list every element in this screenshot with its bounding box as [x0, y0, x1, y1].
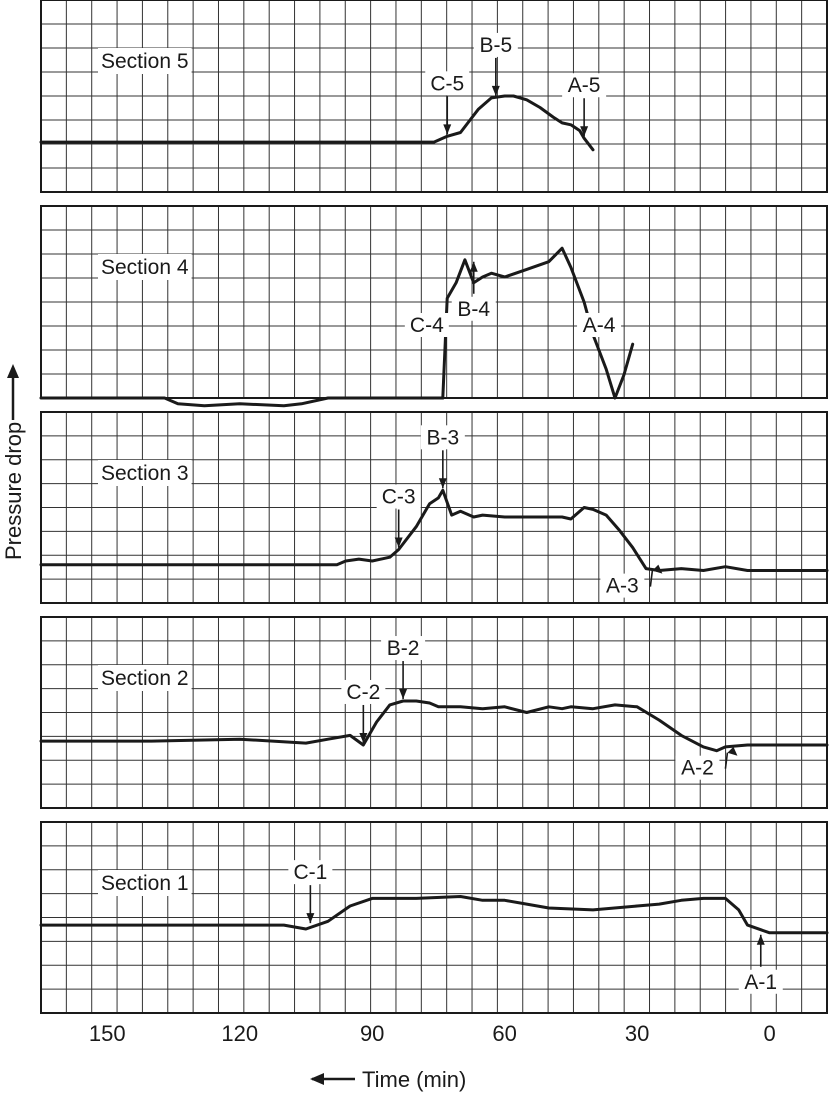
y-axis-title-group: Pressure drop — [1, 364, 26, 560]
annotation-arrowhead-icon — [727, 746, 738, 756]
annotation-label: C-5 — [430, 72, 464, 95]
annotation-label: A-1 — [744, 971, 777, 994]
annotation-label: B-3 — [426, 426, 459, 449]
annotation-label-bg — [600, 573, 645, 598]
annotation-label-bg — [473, 32, 518, 57]
annotation-arrowhead-icon — [443, 124, 452, 135]
annotation-label-bg — [675, 755, 720, 780]
panel-title-bg — [98, 870, 192, 896]
annotation-arrow-shaft — [649, 570, 654, 587]
x-tick-labels: 150 120 90 60 30 0 — [89, 1021, 776, 1046]
annotation-label: C-4 — [410, 314, 444, 337]
annotation-arrowhead-icon — [580, 126, 589, 137]
annotation-arrowhead-icon — [306, 913, 315, 924]
annotation-b-4: B-4 — [451, 261, 496, 321]
panel-title-section-2: Section 4 — [101, 256, 189, 279]
panel-frame-section-3 — [40, 411, 828, 604]
annotation-a-5: A-5 — [562, 73, 607, 137]
annotation-label: C-1 — [293, 861, 327, 884]
annotation-arrow-shaft — [724, 752, 729, 769]
annotation-label-bg — [451, 296, 496, 321]
annotation-label: A-3 — [606, 575, 639, 598]
annotation-a-1: A-1 — [738, 934, 783, 994]
annotation-label: A-4 — [583, 314, 616, 337]
annotation-a-2: A-2 — [675, 746, 738, 780]
annotation-arrowhead-icon — [491, 85, 500, 96]
annotation-c-5: C-5 — [425, 71, 470, 135]
annotation-b-5: B-5 — [473, 32, 518, 96]
annotation-label-bg — [376, 484, 421, 509]
series-line-section-1 — [39, 94, 595, 152]
annotation-label: B-2 — [387, 637, 420, 660]
annotation-arrowhead-icon — [399, 689, 408, 700]
annotation-c-2: C-2 — [341, 679, 386, 743]
annotation-arrowhead-icon — [394, 537, 403, 548]
up-arrow-icon — [7, 364, 19, 378]
annotation-label: A-5 — [568, 74, 601, 97]
annotation-label-bg — [404, 313, 449, 337]
annotation-arrowhead-icon — [359, 732, 368, 743]
annotation-label-bg — [425, 71, 470, 96]
annotation-label-bg — [562, 73, 607, 98]
panel-title-bg — [98, 254, 192, 280]
panel-frame-section-1 — [40, 0, 828, 193]
panel-titles: Section 5 Section 4 Section 3 Section 2 Sect… — [98, 48, 192, 896]
annotation-a-3: A-3 — [600, 564, 663, 598]
grid-layer — [41, 0, 827, 1013]
x-tick-label: 90 — [360, 1021, 384, 1046]
panel-frames — [40, 0, 828, 1014]
y-axis-label: Pressure drop — [1, 422, 26, 560]
annotation-label: A-2 — [681, 757, 714, 780]
annotation-label-bg — [288, 860, 333, 885]
x-tick-label: 30 — [625, 1021, 649, 1046]
x-axis-title-group: Time (min) — [310, 1067, 466, 1092]
panel-title-section-3: Section 3 — [101, 462, 189, 485]
panel-title-section-1: Section 5 — [101, 50, 189, 73]
left-arrow-icon — [310, 1073, 324, 1085]
annotations: C-5 B-5 A-5 C-4 B-4 A-4 C-3 B-3 A-3 C-2 B-2 A-2 C-1 A… — [288, 32, 783, 994]
panel-title-bg — [98, 460, 192, 486]
series-line-section-3 — [39, 488, 829, 572]
panel-title-section-5: Section 1 — [101, 872, 189, 895]
annotation-c-3: C-3 — [376, 484, 421, 548]
annotation-c-4: C-4 — [404, 313, 449, 337]
annotation-arrowhead-icon — [756, 934, 765, 945]
annotation-label-bg — [381, 636, 426, 661]
x-axis-label: Time (min) — [362, 1067, 466, 1092]
annotation-arrowhead-icon — [438, 478, 447, 489]
x-tick-label: 60 — [492, 1021, 516, 1046]
panel-title-section-4: Section 2 — [101, 667, 189, 690]
annotation-a-4: A-4 — [577, 313, 622, 337]
annotation-label-bg — [577, 313, 622, 337]
annotation-label-bg — [420, 425, 465, 450]
annotation-label: B-5 — [479, 34, 512, 57]
panel-frame-section-5 — [40, 821, 828, 1014]
x-tick-label: 0 — [763, 1021, 775, 1046]
annotation-label: B-4 — [457, 298, 490, 321]
annotation-label-bg — [738, 969, 783, 994]
annotation-b-3: B-3 — [420, 425, 465, 489]
annotation-label: C-3 — [382, 486, 416, 509]
panel-frame-section-4 — [40, 616, 828, 809]
series-line-section-5 — [39, 895, 829, 935]
annotation-label-bg — [341, 679, 386, 704]
panel-title-bg — [98, 48, 192, 74]
series-line-section-4 — [39, 699, 829, 753]
series-lines — [39, 94, 829, 935]
panel-title-bg — [98, 665, 192, 691]
x-tick-label: 120 — [221, 1021, 258, 1046]
annotation-b-2: B-2 — [381, 636, 426, 700]
annotation-label: C-2 — [346, 681, 380, 704]
x-tick-label: 150 — [89, 1021, 126, 1046]
annotation-arrowhead-icon — [469, 261, 478, 272]
annotation-c-1: C-1 — [288, 860, 333, 924]
annotation-arrowhead-icon — [652, 564, 663, 574]
